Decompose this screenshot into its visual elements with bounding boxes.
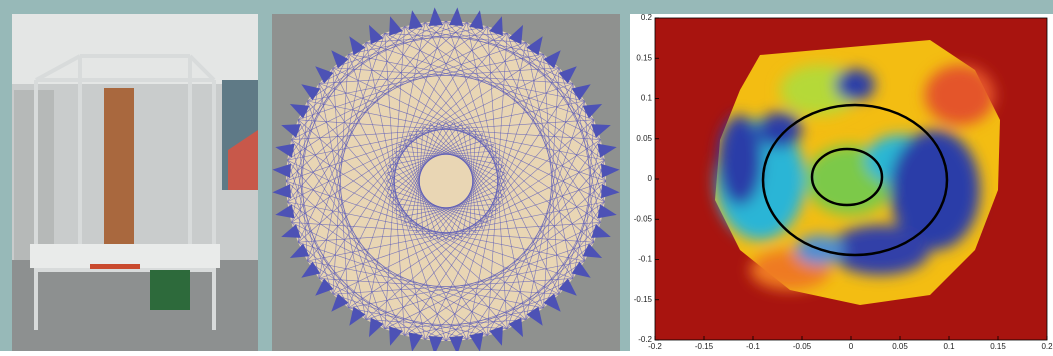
y-tick-label: -0.05 [634,214,653,223]
x-tick-label: 0.2 [1041,342,1053,351]
y-tick-label: 0.2 [641,13,653,22]
page: -0.2-0.15-0.1-0.0500.050.10.150.2-0.2-0.… [0,0,1053,351]
heatmap-panel [630,14,1053,351]
x-tick-label: 0.05 [892,342,908,351]
x-tick-label: 0 [849,342,854,351]
y-tick-label: 0.15 [636,53,652,62]
y-tick-label: 0.1 [641,94,653,103]
y-tick-label: -0.1 [638,255,652,264]
x-tick-label: -0.2 [648,342,662,351]
string-art-photo [272,7,620,351]
x-tick-label: -0.15 [695,342,714,351]
x-tick-label: 0.1 [943,342,955,351]
y-tick-label: 0.05 [636,134,652,143]
lab-photo [12,14,258,351]
figure: -0.2-0.15-0.1-0.0500.050.10.150.2-0.2-0.… [0,0,1053,351]
x-tick-label: -0.05 [793,342,812,351]
heatmap-image [655,18,1047,340]
y-tick-label: -0.15 [634,295,653,304]
y-tick-label: 0 [648,174,653,183]
x-tick-label: -0.1 [746,342,760,351]
x-tick-label: 0.15 [990,342,1006,351]
